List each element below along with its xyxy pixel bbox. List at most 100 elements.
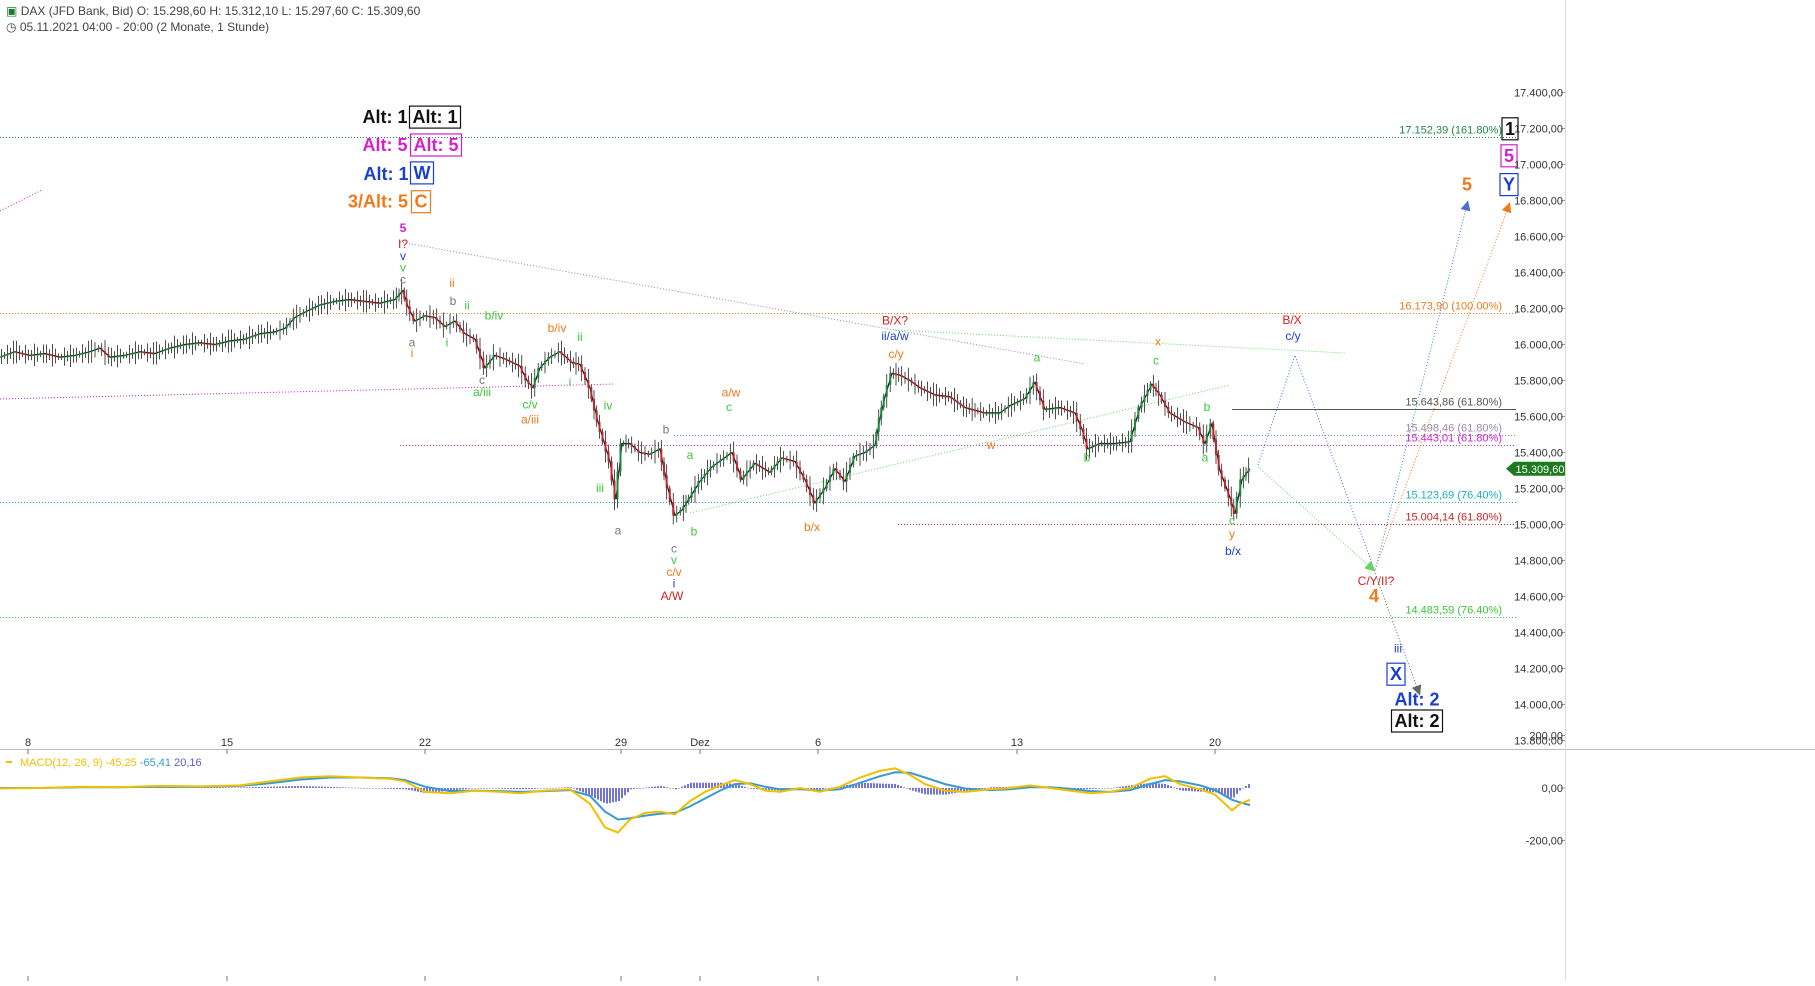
candle-body [422,315,425,318]
candle-body [33,354,36,357]
macd-histogram-bar [867,783,869,788]
fib-level-label: 14.483,59 (76.40%) [1405,605,1502,617]
candle-body [619,443,622,472]
y-tick-label: 14.800,00 [1514,556,1563,568]
macd-histogram-bar [327,786,329,788]
wave-label: c [671,541,677,555]
macd-histogram-bar [456,788,458,790]
macd-histogram-bar [711,782,713,788]
candle-body [338,300,341,303]
macd-histogram-bar [753,788,755,789]
last-price-label: 15.309,60 [1516,464,1565,476]
candle-body [1075,412,1078,421]
macd-histogram-bar [507,788,509,789]
candle-body [862,452,865,454]
macd-histogram-bar [258,787,260,788]
y-tick-label: 16.000,00 [1514,340,1563,352]
candle-body [764,468,767,471]
candle-body [161,350,164,352]
candle-body [408,306,411,314]
price-series-layer [0,279,1251,525]
macd-histogram-bar [771,788,773,791]
macd-histogram-bar [705,782,707,788]
projection-path [1257,200,1469,573]
macd-histogram-bar [819,788,821,790]
candle-body [251,335,254,338]
candle-body [100,348,103,352]
candle-body [1057,407,1060,409]
candle-body [197,342,200,345]
candle-body [679,510,682,513]
candle-body [550,355,553,358]
candle-body [90,350,93,352]
macd-histogram-bar [243,787,245,788]
candle-body [1155,387,1157,392]
candle-body [164,349,167,351]
candle-body [221,342,224,344]
macd-histogram-bar [555,787,557,789]
macd-histogram-bar [1125,786,1127,788]
candle-body [1235,496,1238,514]
wave-label: Alt: 1 [363,107,408,127]
macd-histogram-bar [1194,788,1196,792]
candle-body [81,353,84,355]
macd-histogram-bar [387,788,389,789]
candle-body [761,466,764,469]
wave-label: v [400,249,406,263]
macd-histogram-bar [564,787,566,788]
macd-histogram-bar [378,788,380,789]
macd-histogram-bar [351,787,353,789]
macd-histogram-bar [486,788,488,789]
macd-histogram-bar [309,786,311,788]
candle-body [1051,408,1054,410]
candle-body [767,470,770,473]
macd-histogram-bar [987,787,989,789]
candle-body [920,387,923,390]
macd-histogram-bar [1224,788,1226,796]
trendline-magenta-upper [0,189,43,212]
candle-body [499,356,501,358]
macd-histogram-bar [900,786,902,788]
wave-label: Alt: 1 [364,164,409,184]
candle-body [974,409,976,412]
macd-histogram-bar [252,787,254,788]
candle-body [134,352,137,354]
macd-histogram-bar [630,788,632,790]
y-tick-label: 15.800,00 [1514,376,1563,388]
macd-histogram-bar [219,787,221,788]
macd-histogram-bar [927,788,929,795]
candle-body [215,343,218,346]
candle-body [625,443,627,445]
wave-label: B/X? [882,314,908,328]
candle-body [435,317,438,321]
candle-body [48,354,51,356]
candle-body [914,382,916,386]
candle-body [18,352,21,354]
wave-label: ii [449,276,454,290]
macd-histogram-bar [363,788,365,789]
candle-body [445,324,448,327]
macd-histogram-bar [321,786,323,788]
candle-body [350,299,353,301]
macd-histogram-bar [702,782,704,788]
macd-histogram-bar [816,788,818,790]
macd-histogram-bar [999,786,1001,788]
candle-body [697,481,700,487]
projection-path [1374,202,1511,570]
candle-body [104,351,106,355]
macd-histogram-bar [1104,788,1106,789]
macd-histogram-bar [1227,788,1229,797]
projection-arrowhead-icon [1501,202,1512,214]
candle-body [368,301,371,304]
candle-body [839,472,841,478]
candle-body [1152,384,1155,388]
candle-body [563,354,566,358]
trendline-magenta-lower [0,383,616,400]
candle-body [779,457,782,462]
wave-label: b [663,423,670,437]
wave-label: b/x [1225,544,1241,558]
candle-body [239,339,242,341]
candle-body [212,344,215,346]
macd-histogram-bar [657,786,659,788]
candle-body [1066,409,1069,412]
